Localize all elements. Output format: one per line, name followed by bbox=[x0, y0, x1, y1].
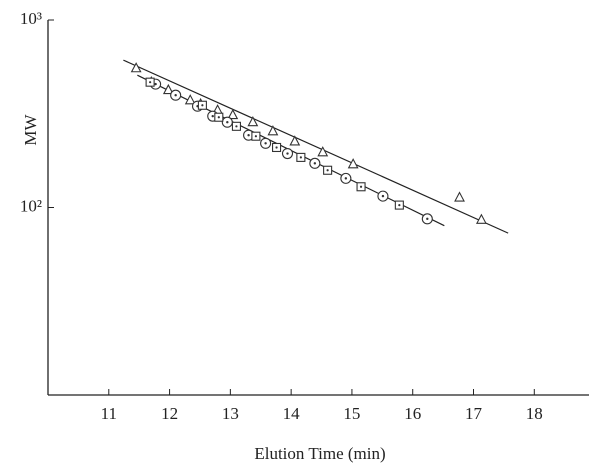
point-dot bbox=[154, 82, 157, 86]
triangle-point bbox=[289, 135, 301, 146]
point-dot bbox=[299, 156, 302, 159]
point-dot bbox=[174, 94, 177, 97]
triangle-point bbox=[475, 213, 487, 224]
triangle-point bbox=[162, 83, 174, 95]
point-dot bbox=[235, 125, 238, 128]
triangle-point bbox=[267, 125, 279, 136]
x-tick-label: 17 bbox=[465, 404, 483, 423]
fit-line bbox=[123, 59, 509, 234]
triangle-point bbox=[227, 108, 239, 120]
x-tick-label: 11 bbox=[101, 404, 117, 423]
point-dot bbox=[201, 104, 204, 107]
x-tick-label: 15 bbox=[343, 404, 360, 423]
x-tick-label: 13 bbox=[222, 404, 239, 423]
point-dot bbox=[381, 194, 385, 198]
point-dot bbox=[313, 162, 317, 165]
point-dot bbox=[211, 114, 214, 118]
x-tick-label: 18 bbox=[526, 404, 543, 423]
x-tick-label: 16 bbox=[404, 404, 421, 423]
point-dot bbox=[247, 133, 250, 137]
triangle-point bbox=[317, 146, 329, 157]
point-dot bbox=[254, 135, 257, 138]
point-dot bbox=[359, 185, 363, 188]
point-dot bbox=[264, 142, 267, 145]
point-dot bbox=[226, 121, 229, 124]
triangle-point bbox=[347, 158, 359, 169]
point-dot bbox=[398, 203, 401, 207]
triangle-point bbox=[454, 191, 465, 202]
x-axis-title: Elution Time (min) bbox=[254, 444, 385, 463]
point-dot bbox=[426, 217, 429, 221]
point-dot bbox=[275, 146, 278, 149]
point-dot bbox=[344, 177, 348, 180]
y-tick-label: 10² bbox=[20, 196, 42, 215]
triangle-point bbox=[247, 116, 259, 127]
triangle-point bbox=[184, 94, 196, 105]
point-dot bbox=[286, 152, 289, 155]
point-dot bbox=[326, 169, 329, 172]
x-tick-label: 12 bbox=[161, 404, 178, 423]
triangle-point bbox=[130, 62, 142, 73]
y-tick-label: 10³ bbox=[20, 9, 42, 28]
y-axis-title: MW bbox=[21, 113, 40, 145]
point-dot bbox=[217, 116, 220, 119]
point-dot bbox=[149, 81, 152, 84]
x-tick-label: 14 bbox=[283, 404, 301, 423]
